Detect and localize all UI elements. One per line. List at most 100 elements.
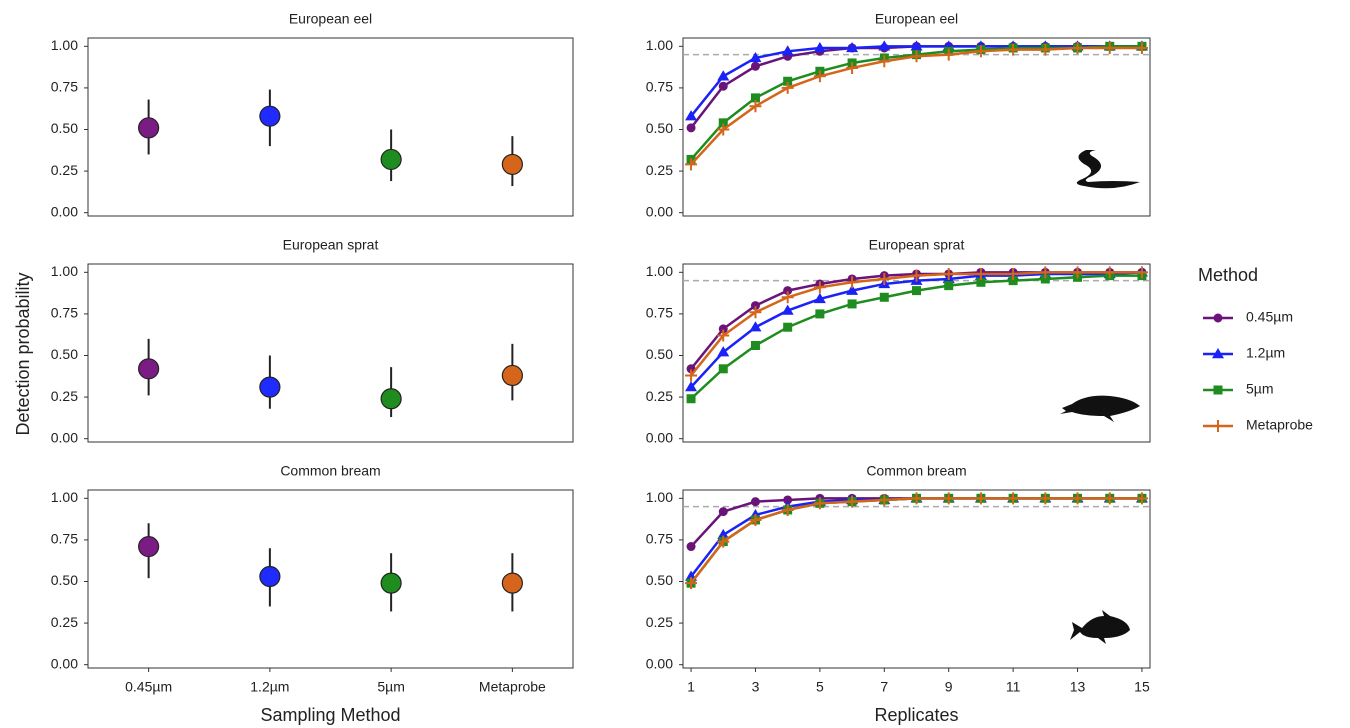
- y-tick-label: 1.00: [51, 489, 78, 505]
- y-tick-label: 0.50: [646, 346, 673, 362]
- x-tick-label: 9: [945, 679, 953, 695]
- point: [878, 40, 891, 51]
- point: [138, 535, 160, 558]
- x-tick-label: 13: [1070, 679, 1086, 695]
- point: [1103, 266, 1116, 279]
- point: [912, 286, 921, 296]
- y-tick-label: 0.75: [646, 305, 673, 321]
- y-tick-label: 1.00: [646, 37, 673, 53]
- point: [781, 304, 794, 315]
- y-tick-label: 0.00: [646, 655, 673, 671]
- point: [781, 503, 794, 516]
- point: [976, 277, 986, 287]
- point: [686, 542, 696, 552]
- point: [685, 577, 698, 590]
- y-tick-label: 0.50: [51, 572, 78, 588]
- series-line: [690, 497, 1142, 578]
- point: [974, 45, 987, 58]
- point: [686, 394, 696, 404]
- panel-title: Common bream: [866, 463, 966, 479]
- point: [750, 93, 760, 103]
- x-tick-label: 11: [1006, 679, 1021, 695]
- y-tick-label: 0.00: [646, 429, 673, 445]
- point: [717, 329, 730, 342]
- panel-title: European eel: [875, 11, 958, 27]
- point: [259, 565, 281, 588]
- x-axis-label: Replicates: [874, 705, 958, 725]
- point: [944, 281, 954, 291]
- legend-marker: [1213, 385, 1223, 395]
- point: [138, 358, 160, 380]
- point: [1039, 266, 1052, 279]
- x-tick-label: Metaprobe: [479, 679, 546, 695]
- point: [1007, 267, 1020, 280]
- point: [717, 346, 730, 357]
- point: [717, 70, 730, 81]
- point: [1135, 41, 1148, 54]
- point: [1007, 492, 1020, 505]
- point: [1071, 41, 1084, 54]
- y-tick-label: 0.25: [646, 388, 673, 404]
- y-tick-label: 0.50: [646, 120, 673, 136]
- point: [750, 61, 760, 71]
- point: [942, 492, 955, 505]
- point: [783, 76, 793, 86]
- point: [813, 497, 826, 510]
- bream-icon: [1070, 610, 1130, 644]
- point: [138, 117, 160, 139]
- point: [1071, 266, 1084, 279]
- point: [813, 41, 826, 53]
- point: [1040, 274, 1050, 284]
- sprat-icon: [1060, 395, 1140, 422]
- point: [718, 118, 728, 128]
- point: [942, 267, 955, 280]
- point: [846, 276, 859, 289]
- point: [749, 51, 762, 63]
- panel-title: European sprat: [283, 237, 379, 253]
- series-line: [690, 497, 1142, 584]
- y-tick-label: 0.75: [51, 79, 78, 95]
- y-tick-label: 0.75: [51, 305, 78, 321]
- point: [717, 528, 730, 540]
- legend-label: 5µm: [1246, 381, 1274, 397]
- point: [1071, 492, 1084, 505]
- panel-frame: [87, 489, 574, 669]
- y-tick-label: 0.75: [646, 79, 673, 95]
- y-tick-label: 0.75: [51, 531, 78, 547]
- point: [783, 286, 793, 296]
- x-tick-label: 0.45µm: [125, 679, 172, 695]
- point: [910, 40, 923, 51]
- point: [750, 497, 760, 507]
- y-tick-label: 0.00: [51, 203, 78, 219]
- point: [1135, 492, 1148, 505]
- x-tick-label: 5: [816, 679, 824, 695]
- legend-title: Method: [1198, 265, 1258, 285]
- point: [910, 269, 923, 282]
- eel-icon: [1076, 150, 1140, 189]
- panel-frame: [682, 263, 1151, 443]
- point: [813, 281, 826, 294]
- x-tick-label: 1: [687, 679, 695, 695]
- panel-title: European sprat: [869, 237, 965, 253]
- point: [1008, 276, 1018, 286]
- point: [847, 299, 857, 309]
- x-tick-label: 1.2µm: [250, 679, 289, 695]
- point: [685, 158, 698, 171]
- point: [813, 70, 826, 83]
- point: [1103, 492, 1116, 505]
- point: [750, 341, 760, 351]
- x-axis-label: Sampling Method: [260, 705, 400, 725]
- point: [1135, 266, 1148, 279]
- point: [1103, 41, 1116, 54]
- panel-frame: [682, 37, 1151, 217]
- point: [974, 492, 987, 505]
- point: [974, 267, 987, 280]
- point: [501, 572, 523, 594]
- point: [750, 301, 760, 311]
- point: [783, 322, 793, 332]
- point: [781, 81, 794, 94]
- series-line: [690, 497, 1142, 584]
- point: [781, 45, 794, 56]
- point: [878, 272, 891, 285]
